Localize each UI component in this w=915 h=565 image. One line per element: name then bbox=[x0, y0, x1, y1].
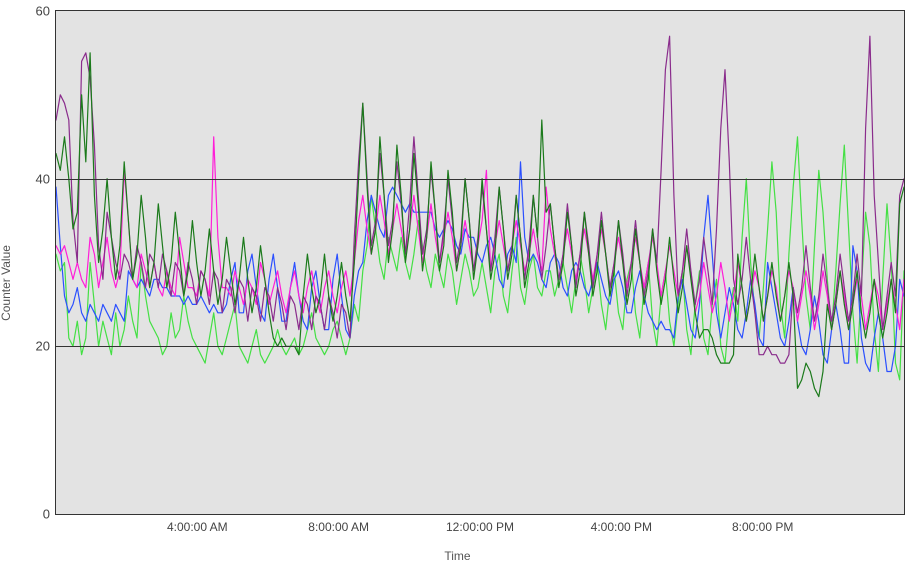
series-blue bbox=[56, 162, 904, 372]
gridline bbox=[56, 179, 904, 180]
y-tick-label: 20 bbox=[10, 339, 50, 354]
line-svg bbox=[56, 11, 904, 514]
y-tick-label: 0 bbox=[10, 507, 50, 522]
chart-container: Counter Value Time 0 20 40 60 4:00:00 AM 8:00… bbox=[0, 0, 915, 565]
x-tick-label: 4:00:00 PM bbox=[591, 520, 652, 534]
y-tick-label: 40 bbox=[10, 171, 50, 186]
gridline bbox=[56, 346, 904, 347]
plot-area bbox=[55, 10, 905, 515]
x-tick-label: 4:00:00 AM bbox=[167, 520, 228, 534]
y-axis-label: Counter Value bbox=[0, 245, 13, 321]
y-tick-label: 60 bbox=[10, 4, 50, 19]
x-tick-label: 12:00:00 PM bbox=[446, 520, 514, 534]
x-axis-label: Time bbox=[444, 549, 470, 563]
x-tick-label: 8:00:00 PM bbox=[732, 520, 793, 534]
x-tick-label: 8:00:00 AM bbox=[308, 520, 369, 534]
